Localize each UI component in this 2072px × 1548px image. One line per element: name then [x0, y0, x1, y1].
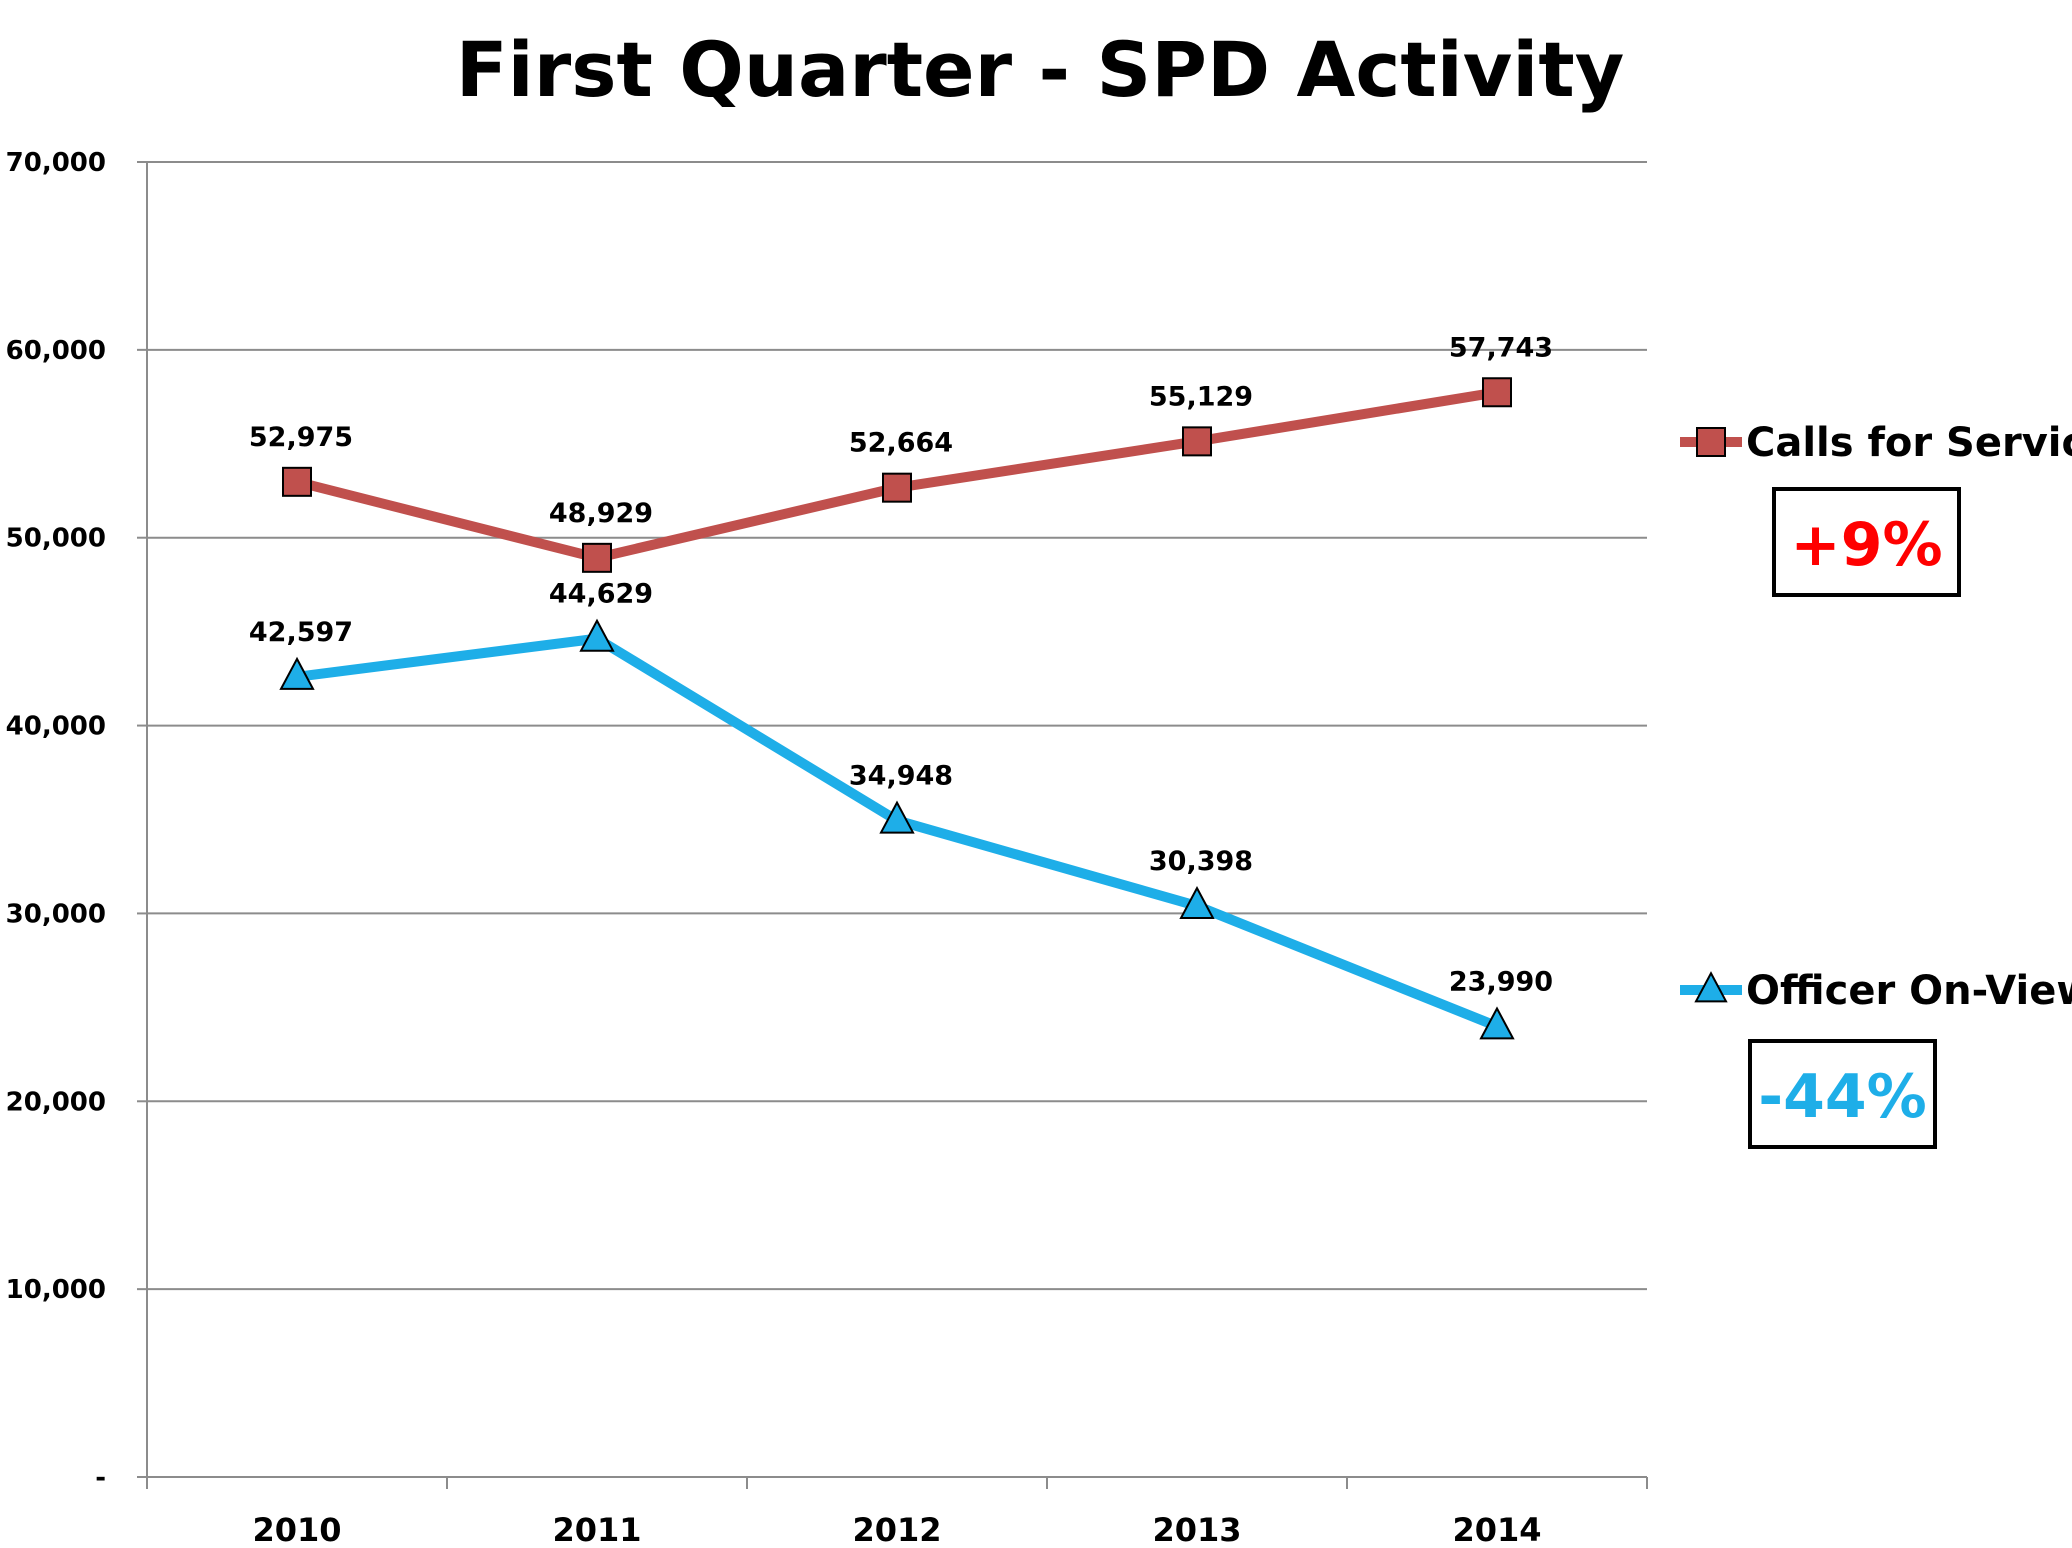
legend-label: Calls for Service	[1746, 420, 2072, 466]
data-label: 23,990	[1449, 966, 1553, 997]
legend: Calls for Service +9% Officer On-View -44%	[1680, 420, 2072, 1149]
x-tick-label: 2014	[1452, 1511, 1541, 1548]
y-tick-label: 60,000	[6, 336, 106, 366]
data-label: 44,629	[549, 579, 653, 610]
y-tick-label: 50,000	[6, 524, 106, 554]
legend-entry: Calls for Service +9%	[1680, 420, 2072, 597]
x-tick-label: 2013	[1152, 1511, 1241, 1548]
gridlines	[147, 161, 1647, 1291]
x-tick-label: 2010	[252, 1511, 341, 1548]
data-label: 55,129	[1149, 381, 1253, 412]
change-percent: -44%	[1758, 1062, 1927, 1132]
x-tick-label: 2012	[852, 1511, 941, 1548]
change-percent: +9%	[1790, 510, 1942, 580]
data-label: 52,664	[849, 428, 953, 459]
y-tick-label: 70,000	[6, 148, 106, 178]
data-label: 57,743	[1449, 332, 1553, 363]
change-box	[1772, 487, 1961, 597]
y-tick-label: 10,000	[6, 1275, 106, 1305]
x-tick-label: 2011	[552, 1511, 641, 1548]
axes: - 10,000 20,000 30,000 40,000 50,000 60,000 70,…	[6, 148, 1648, 1548]
change-box	[1748, 1039, 1937, 1149]
triangle-marker	[1694, 971, 1728, 1003]
triangle-marker	[1479, 1006, 1515, 1040]
series-calls-for-service: 52,975 48,929 52,664 55,129 57,743	[249, 332, 1553, 573]
series-officer-on-view: 42,597 44,629 34,948 30,398 23,990	[249, 579, 1553, 1040]
triangle-marker	[879, 800, 915, 834]
triangle-marker	[579, 618, 615, 652]
chart-title: First Quarter - SPD Activity	[456, 25, 1624, 114]
series: 52,975 48,929 52,664 55,129 57,743 42,597 44,6…	[249, 332, 1553, 1040]
square-marker	[1182, 426, 1212, 457]
triangle-marker	[279, 656, 315, 690]
y-tick-label: 20,000	[6, 1087, 106, 1117]
data-label: 30,398	[1149, 846, 1253, 877]
y-tick-label: 40,000	[6, 712, 106, 742]
data-label: 48,929	[549, 498, 653, 529]
data-label: 42,597	[249, 617, 353, 648]
square-marker	[1696, 427, 1726, 457]
triangle-marker	[1179, 885, 1215, 920]
data-label: 52,975	[249, 422, 353, 453]
legend-entry: Officer On-View -44%	[1680, 968, 2072, 1149]
data-label: 34,948	[849, 760, 953, 791]
y-tick-label: 30,000	[6, 899, 106, 929]
y-tick-label: -	[95, 1463, 106, 1493]
square-marker	[582, 542, 612, 573]
square-marker	[1482, 377, 1512, 408]
square-marker	[282, 466, 312, 497]
square-marker	[882, 472, 912, 503]
legend-label: Officer On-View	[1746, 968, 2072, 1014]
